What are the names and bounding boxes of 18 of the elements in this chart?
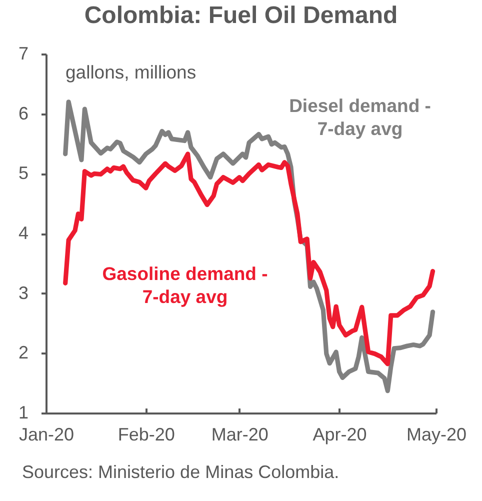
y-tick-label: 4 [18, 223, 28, 243]
chart-title: Colombia: Fuel Oil Demand [84, 2, 398, 29]
y-tick-label: 1 [18, 402, 28, 422]
y-tick-label: 6 [18, 103, 28, 124]
x-tick-label: May-20 [406, 424, 467, 444]
y-axis-title: gallons, millions [66, 62, 196, 82]
y-tick-label: 7 [18, 44, 28, 64]
x-tick-label: Jan-20 [18, 424, 74, 444]
x-tick-label: Apr-20 [312, 424, 367, 444]
y-tick-label: 2 [18, 342, 28, 363]
line-series [63, 152, 436, 366]
series-label: Gasoline demand - 7-day avg [102, 263, 268, 307]
y-tick-label: 3 [18, 282, 28, 303]
source-note: Sources: Ministerio de Minas Colombia. [22, 462, 340, 482]
x-tick-label: Feb-20 [118, 424, 175, 444]
y-tick-label: 5 [18, 163, 28, 184]
series-label: Diesel demand - 7-day avg [289, 95, 431, 139]
x-tick-label: Mar-20 [211, 424, 268, 444]
